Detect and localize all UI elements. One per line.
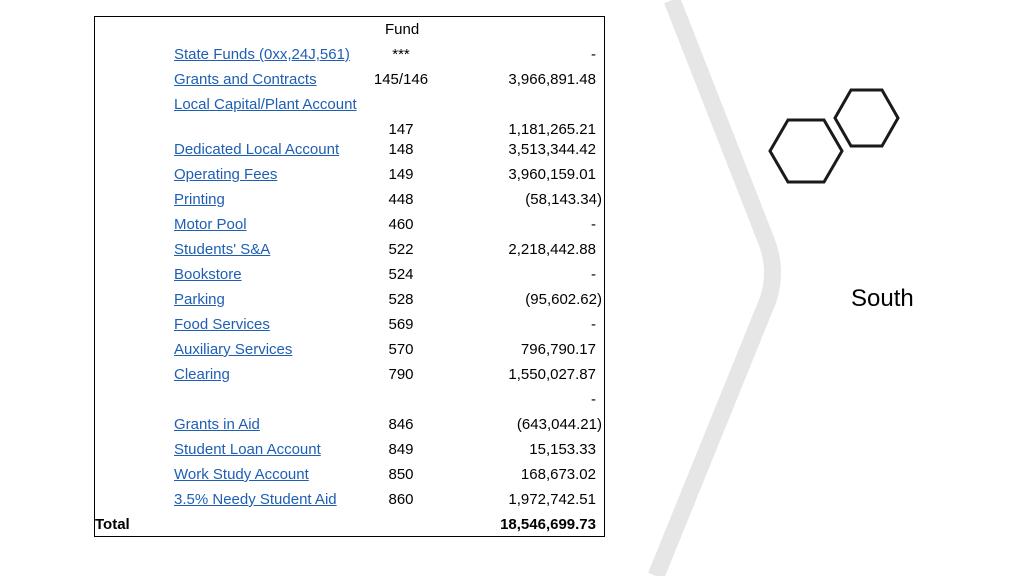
- account-link[interactable]: Bookstore: [174, 266, 242, 283]
- amount: (58,143.34): [525, 191, 602, 208]
- fund-column-header: Fund: [385, 21, 420, 38]
- fund-code: 524: [388, 266, 414, 283]
- table-row: Grants and Contracts 145/146 3,966,891.48: [95, 67, 606, 92]
- amount: -: [591, 391, 596, 408]
- amount: -: [591, 216, 596, 233]
- account-link[interactable]: 3.5% Needy Student Aid: [174, 491, 337, 508]
- fund-code: 448: [388, 191, 414, 208]
- amount: 15,153.33: [529, 441, 596, 458]
- amount: 3,960,159.01: [508, 166, 596, 183]
- account-link[interactable]: Operating Fees: [174, 166, 278, 183]
- table-row: Motor Pool 460 -: [95, 212, 606, 237]
- fund-code: 570: [388, 341, 414, 358]
- table-row: Bookstore 524 -: [95, 262, 606, 287]
- account-link[interactable]: Grants and Contracts: [174, 71, 317, 88]
- account-link[interactable]: Students' S&A: [174, 241, 271, 258]
- account-link[interactable]: Food Services: [174, 316, 270, 333]
- fund-code: 849: [388, 441, 414, 458]
- table-row: -: [95, 387, 606, 412]
- account-link[interactable]: Motor Pool: [174, 216, 247, 233]
- amount: 168,673.02: [520, 466, 596, 483]
- amount: (95,602.62): [525, 291, 602, 308]
- table-row: Auxiliary Services 570 796,790.17: [95, 337, 606, 362]
- fund-code: 569: [388, 316, 414, 333]
- region-label: South: [851, 285, 914, 312]
- table-row: Student Loan Account 849 15,153.33: [95, 437, 606, 462]
- fund-code: 149: [388, 166, 414, 183]
- table-row: Students' S&A 522 2,218,442.88: [95, 237, 606, 262]
- amount: 3,966,891.48: [508, 71, 596, 88]
- total-amount: 18,546,699.73: [500, 516, 596, 533]
- table-row: Printing 448 (58,143.34): [95, 187, 606, 212]
- account-link[interactable]: Printing: [174, 191, 225, 208]
- account-link[interactable]: Auxiliary Services: [174, 341, 293, 358]
- account-link[interactable]: Parking: [174, 291, 225, 308]
- fund-code: ***: [392, 46, 410, 63]
- hexagon-icon: [768, 88, 900, 184]
- fund-code: 145/146: [373, 71, 429, 88]
- account-link[interactable]: Clearing: [174, 366, 230, 383]
- table-row: Dedicated Local Account 148 3,513,344.42: [95, 137, 606, 162]
- fund-code: 522: [388, 241, 414, 258]
- fund-code: 147: [388, 121, 414, 138]
- fund-code: 528: [388, 291, 414, 308]
- amount: 1,181,265.21: [508, 121, 596, 138]
- account-link[interactable]: Student Loan Account: [174, 441, 321, 458]
- amount: 2,218,442.88: [508, 241, 596, 258]
- fund-code: 790: [388, 366, 414, 383]
- amount: 796,790.17: [520, 341, 596, 358]
- table-row: State Funds (0xx,24J,561) *** -: [95, 42, 606, 67]
- account-link[interactable]: State Funds (0xx,24J,561): [174, 46, 350, 63]
- account-link[interactable]: Grants in Aid: [174, 416, 260, 433]
- table-row: Clearing 790 1,550,027.87: [95, 362, 606, 387]
- table-row: 3.5% Needy Student Aid 860 1,972,742.51: [95, 487, 606, 512]
- amount: 1,550,027.87: [508, 366, 596, 383]
- account-link[interactable]: Dedicated Local Account: [174, 141, 340, 158]
- amount: 1,972,742.51: [508, 491, 596, 508]
- fund-code: 860: [388, 491, 414, 508]
- table-row: Food Services 569 -: [95, 312, 606, 337]
- fund-table: Fund State Funds (0xx,24J,561) *** - Grants…: [94, 16, 605, 537]
- fund-code: 460: [388, 216, 414, 233]
- table-row: Work Study Account 850 168,673.02: [95, 462, 606, 487]
- fund-code: 148: [388, 141, 414, 158]
- table-row: Grants in Aid 846 (643,044.21): [95, 412, 606, 437]
- table-row: Operating Fees 149 3,960,159.01: [95, 162, 606, 187]
- amount: 3,513,344.42: [508, 141, 596, 158]
- account-link[interactable]: Work Study Account: [174, 466, 309, 483]
- total-label: Total: [95, 516, 130, 533]
- amount: (643,044.21): [516, 416, 602, 433]
- table-row: Local Capital/Plant Account 147 1,181,265.…: [95, 92, 606, 142]
- total-row: Total 18,546,699.73: [95, 512, 606, 537]
- fund-code: 850: [388, 466, 414, 483]
- table-row: Parking 528 (95,602.62): [95, 287, 606, 312]
- amount: -: [591, 46, 596, 63]
- amount: -: [591, 316, 596, 333]
- fund-code: 846: [388, 416, 414, 433]
- account-link[interactable]: Local Capital/Plant Account: [174, 96, 357, 113]
- amount: -: [591, 266, 596, 283]
